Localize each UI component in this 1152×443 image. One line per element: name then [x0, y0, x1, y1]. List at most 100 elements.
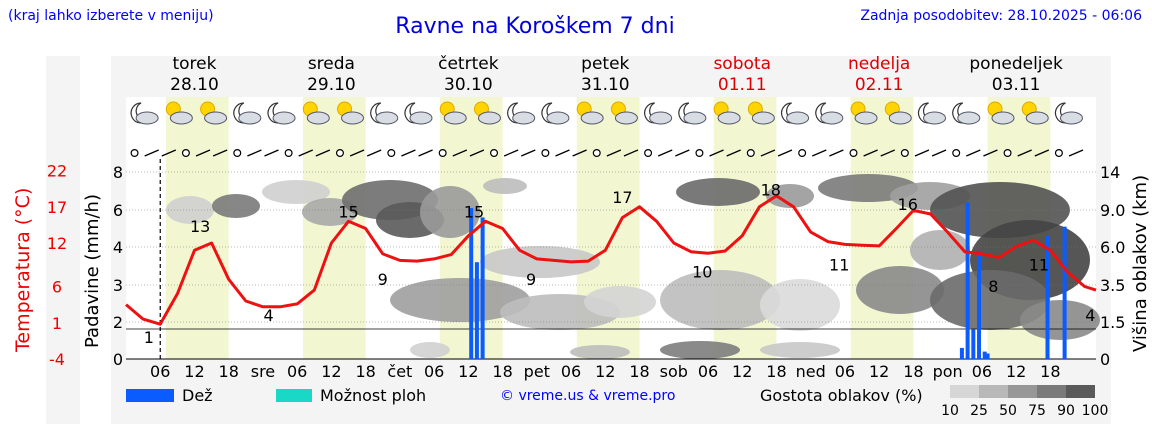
temp-tick-label: 17 [47, 198, 67, 217]
weather-icon [439, 101, 467, 125]
coverage-step-label: 50 [999, 403, 1017, 419]
weather-icon-part [717, 111, 741, 125]
weather-icon-part [888, 111, 912, 125]
x-tick-label: 12 [184, 362, 204, 381]
rain-bar [977, 254, 982, 359]
wind-barb-icon [469, 149, 485, 157]
rain-bar [971, 329, 976, 359]
coverage-swatch [979, 385, 1008, 398]
temp-tick-label: 22 [47, 162, 67, 181]
x-tick-label: 12 [458, 362, 478, 381]
weather-icon [678, 102, 707, 125]
wind-barb-icon [880, 149, 895, 157]
wind-barb-icon [315, 149, 331, 157]
x-tick-label: 12 [732, 362, 752, 381]
wind-calm-icon [181, 149, 190, 158]
weather-icon-part [751, 111, 775, 125]
temperature-label: 16 [898, 195, 918, 214]
x-tick-label: 06 [287, 362, 307, 381]
weather-icon-part [923, 111, 947, 125]
weather-icon [507, 102, 536, 125]
wind-barb-icon [760, 149, 776, 157]
wind-barb-icon [349, 149, 365, 157]
cloud-patch [584, 286, 656, 318]
day-date: 31.10 [581, 75, 630, 95]
temperature-label: 9 [526, 270, 536, 289]
wind-barb-icon [144, 149, 159, 157]
chart-title: Ravne na Koroškem 7 dni [395, 14, 675, 39]
cloud-patch [483, 178, 527, 194]
weather-icon-part [512, 111, 536, 125]
cloud-patch [766, 184, 814, 208]
x-tick-label: 06 [972, 362, 992, 381]
weather-icon-part [546, 111, 570, 125]
wind-calm-icon [798, 149, 807, 158]
coverage-swatch [950, 385, 979, 398]
wind-barb-icon [452, 149, 468, 157]
x-tick-label: čet [387, 362, 412, 381]
coverage-step-label: 90 [1057, 403, 1075, 419]
rain-bar [965, 202, 970, 359]
temperature-label: 10 [692, 263, 712, 282]
day-name: petek [581, 54, 629, 74]
location-hint: (kraj lahko izberete v meniju) [8, 8, 214, 24]
temperature-label: 15 [464, 202, 484, 221]
temperature-label: 17 [612, 188, 632, 207]
temp-tick-label: 12 [47, 234, 67, 253]
x-tick-label: 06 [424, 362, 444, 381]
temperature-label: 13 [190, 217, 210, 236]
weather-icon-part [272, 111, 296, 125]
rain-tick-label: 0 [113, 350, 123, 369]
x-tick-label: 12 [869, 362, 889, 381]
weather-icon-part [1059, 111, 1083, 125]
cloud-patch [390, 278, 530, 322]
storm-legend-label: Možnost ploh [320, 386, 426, 405]
wind-calm-icon [1054, 149, 1063, 158]
wind-barb-icon [812, 149, 827, 157]
x-tick-label: 12 [321, 362, 341, 381]
wind-barb-icon [726, 149, 741, 157]
wind-calm-icon [490, 149, 499, 158]
coverage-step-label: 25 [970, 403, 988, 419]
last-updated: Zadnja posodobitev: 28.10.2025 - 06:06 [860, 8, 1142, 24]
weather-icon-part [683, 111, 707, 125]
wind-calm-icon [900, 149, 909, 158]
wind-calm-icon [541, 149, 550, 158]
daytime-band [165, 97, 229, 359]
wind-barb-icon [983, 149, 998, 157]
day-name: ponedeljek [969, 54, 1063, 74]
temperature-label: 4 [1085, 306, 1095, 325]
cloud-patch [410, 342, 450, 358]
coverage-swatch [1066, 385, 1095, 398]
weather-icon-part [135, 111, 159, 125]
day-name: sreda [308, 54, 355, 74]
weather-icon [370, 102, 399, 125]
weather-icon [337, 101, 365, 125]
wind-barb-icon [863, 149, 878, 157]
rain-legend-label: Dež [182, 386, 213, 405]
x-tick-label: 18 [492, 362, 512, 381]
weather-icon [541, 102, 570, 125]
daytime-band [850, 97, 914, 359]
wind-calm-icon [438, 149, 447, 158]
wind-calm-icon [233, 149, 242, 158]
weather-icon-part [204, 111, 228, 125]
wind-barb-icon [1068, 149, 1084, 157]
x-tick-label: 06 [561, 362, 581, 381]
wind-barb-icon [777, 149, 793, 157]
weather-icon-part [614, 111, 638, 125]
x-tick-label: sob [660, 362, 688, 381]
weather-icon [747, 101, 775, 125]
weather-icon [1054, 102, 1083, 125]
rain-tick-label: 8 [113, 163, 123, 182]
day-date: 28.10 [170, 75, 219, 95]
rain-bar [480, 217, 485, 359]
temp-axis-panel [46, 56, 80, 424]
cloud-patch [1020, 300, 1100, 340]
weather-icon [781, 102, 810, 125]
cloud-tick-label: 3.5 [1100, 276, 1125, 295]
x-tick-label: 12 [595, 362, 615, 381]
day-name: nedelja [848, 54, 910, 74]
day-date: 30.10 [444, 75, 493, 95]
weather-icon [815, 102, 844, 125]
